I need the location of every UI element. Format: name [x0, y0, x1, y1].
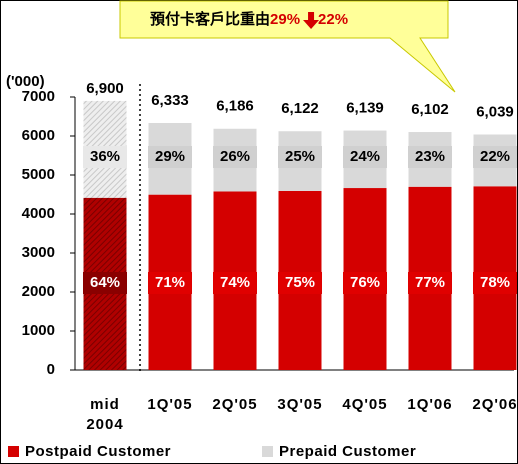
label-bg	[343, 146, 387, 168]
total-label: 6,139	[346, 100, 384, 117]
callout-box	[119, 0, 456, 93]
share-label: 24%	[350, 148, 380, 165]
x-tick-label: mid 2004	[86, 396, 124, 433]
label-bg	[278, 272, 322, 294]
share-label: 23%	[415, 148, 445, 165]
total-label: 6,186	[216, 98, 254, 115]
share-label: 74%	[220, 274, 250, 291]
share-label: 29%	[155, 148, 185, 165]
legend-swatch	[8, 446, 19, 457]
share-label: 77%	[415, 274, 445, 291]
y-tick-label: 2000	[22, 283, 55, 300]
x-tick-label: 1Q'06	[407, 396, 453, 413]
share-label: 78%	[480, 274, 510, 291]
down-arrow	[303, 12, 320, 29]
share-label: 26%	[220, 148, 250, 165]
callout: 預付卡客戶比重由29% 22%	[150, 10, 348, 28]
x-tick-label: 3Q'05	[277, 396, 323, 413]
x-tick-label: 1Q'05	[147, 396, 193, 413]
x-tick-label: 2Q'06	[472, 396, 518, 413]
label-bg	[213, 272, 257, 294]
callout-to: 22%	[318, 11, 348, 28]
share-label: 75%	[285, 274, 315, 291]
label-bg	[83, 272, 127, 294]
y-tick-label: 7000	[22, 88, 55, 105]
x-tick-label: 2Q'05	[212, 396, 258, 413]
total-label: 6,102	[411, 101, 449, 118]
y-tick-label: 0	[47, 361, 55, 378]
label-bg	[278, 146, 322, 168]
legend-swatch	[262, 446, 273, 457]
label-bg	[148, 146, 192, 168]
y-tick-label: 1000	[22, 322, 55, 339]
label-bg	[408, 146, 452, 168]
label-bg	[343, 272, 387, 294]
label-bg	[148, 272, 192, 294]
label-bg	[83, 146, 127, 168]
share-label: 25%	[285, 148, 315, 165]
share-label: 64%	[90, 274, 120, 291]
callout-from: 29%	[270, 11, 300, 28]
label-bg	[213, 146, 257, 168]
y-axis-label: ('000)	[6, 73, 45, 90]
share-label: 22%	[480, 148, 510, 165]
y-tick-label: 6000	[22, 127, 55, 144]
label-bg	[473, 272, 517, 294]
legend-label: Prepaid Customer	[279, 443, 416, 460]
share-label: 36%	[90, 148, 120, 165]
y-tick-label: 3000	[22, 244, 55, 261]
total-label: 6,333	[151, 92, 189, 109]
share-label: 71%	[155, 274, 185, 291]
label-bg	[408, 272, 452, 294]
total-label: 6,900	[86, 80, 124, 97]
total-label: 6,122	[281, 100, 319, 117]
total-label: 6,039	[476, 103, 514, 120]
y-tick-label: 4000	[22, 205, 55, 222]
y-tick-label: 5000	[22, 166, 55, 183]
legend-label: Postpaid Customer	[25, 443, 171, 460]
x-tick-label: 4Q'05	[342, 396, 388, 413]
callout-text: 預付卡客戶比重由	[150, 10, 270, 28]
share-label: 76%	[350, 274, 380, 291]
label-bg	[473, 146, 517, 168]
